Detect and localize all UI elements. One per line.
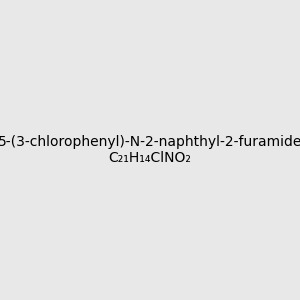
Text: 5-(3-chlorophenyl)-N-2-naphthyl-2-furamide
C₂₁H₁₄ClNO₂: 5-(3-chlorophenyl)-N-2-naphthyl-2-furami…: [0, 135, 300, 165]
